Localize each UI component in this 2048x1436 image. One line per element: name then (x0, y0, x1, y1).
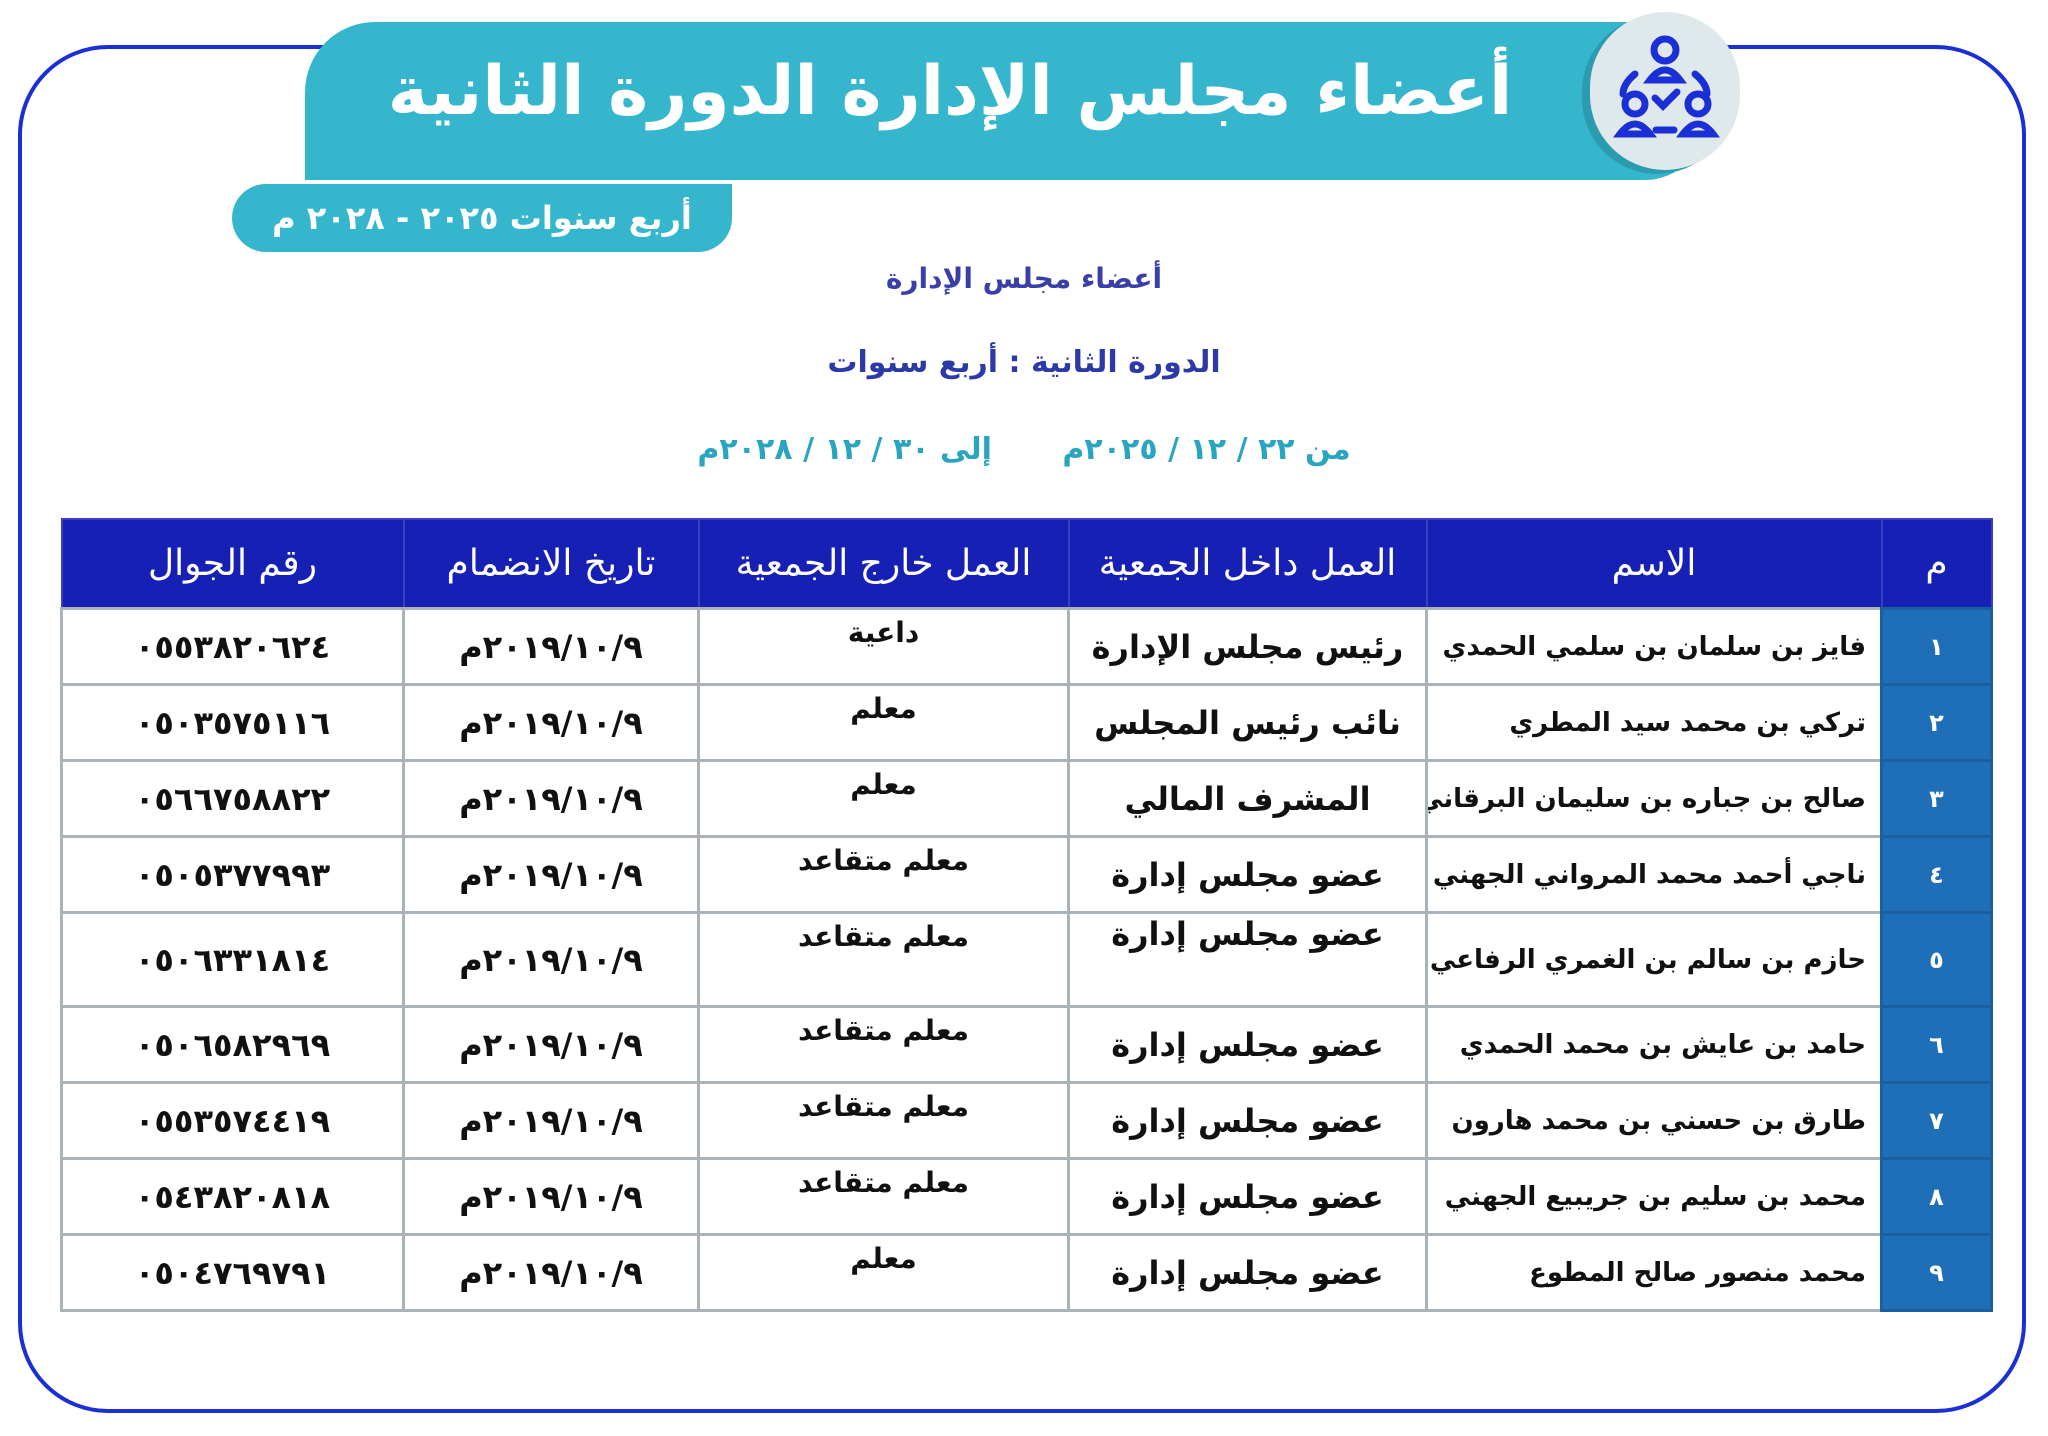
cell-job-outside: معلم متقاعد (697, 1005, 1070, 1084)
cell-mobile: ٠٥٥٣٥٧٤٤١٩ (60, 1081, 405, 1160)
cell-join-date: ٢٠١٩/١٠/٩م (402, 1005, 700, 1084)
cell-job-outside: معلم متقاعد (697, 911, 1070, 1008)
cell-role-inside: عضو مجلس إدارة (1067, 1233, 1428, 1312)
cell-index: ١ (1880, 607, 1993, 686)
page-title: أعضاء مجلس الإدارة الدورة الثانية (387, 52, 1513, 131)
cell-role-inside: عضو مجلس إدارة (1067, 1157, 1428, 1236)
cell-name: حامد بن عايش بن محمد الحمدي (1425, 1005, 1883, 1084)
cell-index: ٦ (1880, 1005, 1993, 1084)
cell-index: ٢ (1880, 683, 1993, 762)
cell-mobile: ٠٥٦٦٧٥٨٨٢٢ (60, 759, 405, 838)
cell-role-inside: عضو مجلس إدارة (1067, 1005, 1428, 1084)
header-col-join-date: تاريخ الانضمام (402, 518, 700, 610)
header-col-name: الاسم (1425, 518, 1883, 610)
cell-job-outside: معلم متقاعد (697, 835, 1070, 914)
cell-join-date: ٢٠١٩/١٠/٩م (402, 911, 700, 1008)
cell-mobile: ٠٥٠٥٣٧٧٩٩٣ (60, 835, 405, 914)
cell-join-date: ٢٠١٩/١٠/٩م (402, 759, 700, 838)
header-col-role-inside: العمل داخل الجمعية (1067, 518, 1428, 610)
header-col-mobile: رقم الجوال (60, 518, 405, 610)
table-row: ٤ ناجي أحمد محمد المرواني الجهني عضو مجلس … (60, 835, 1993, 914)
cell-name: فايز بن سلمان بن سلمي الحمدي (1425, 607, 1883, 686)
cell-join-date: ٢٠١٩/١٠/٩م (402, 1081, 700, 1160)
cell-name: صالح بن جباره بن سليمان البرقاني (1425, 759, 1883, 838)
cell-role-inside: عضو مجلس إدارة (1067, 835, 1428, 914)
cell-index: ٥ (1880, 911, 1993, 1008)
cell-name: ناجي أحمد محمد المرواني الجهني (1425, 835, 1883, 914)
cell-job-outside: معلم متقاعد (697, 1081, 1070, 1160)
cell-mobile: ٠٥٠٤٧٦٩٧٩١ (60, 1233, 405, 1312)
cell-role-inside: رئيس مجلس الإدارة (1067, 607, 1428, 686)
cell-role-inside: عضو مجلس إدارة (1067, 1081, 1428, 1160)
table-row: ٣ صالح بن جباره بن سليمان البرقاني المشرف … (60, 759, 1993, 838)
cell-job-outside: معلم (697, 1233, 1070, 1312)
cell-join-date: ٢٠١٩/١٠/٩م (402, 1157, 700, 1236)
heading-dates: من ٢٢ / ١٢ / ٢٠٢٥م إلى ٣٠ / ١٢ / ٢٠٢٨م (0, 432, 2048, 467)
members-table: م الاسم العمل داخل الجمعية العمل خارج الجمع… (60, 518, 1993, 1312)
header-col-job-outside: العمل خارج الجمعية (697, 518, 1070, 610)
cell-index: ٨ (1880, 1157, 1993, 1236)
title-banner (305, 22, 1705, 180)
cell-join-date: ٢٠١٩/١٠/٩م (402, 683, 700, 762)
cell-job-outside: داعية (697, 607, 1070, 686)
cell-job-outside: معلم (697, 683, 1070, 762)
cell-mobile: ٠٥٠٣٥٧٥١١٦ (60, 683, 405, 762)
cell-mobile: ٠٥٠٦٣٣١٨١٤ (60, 911, 405, 1008)
cell-join-date: ٢٠١٩/١٠/٩م (402, 607, 700, 686)
table-row: ٦ حامد بن عايش بن محمد الحمدي عضو مجلس إدا… (60, 1005, 1993, 1084)
cell-mobile: ٠٥٠٦٥٨٢٩٦٩ (60, 1005, 405, 1084)
table-row: ٧ طارق بن حسني بن محمد هارون عضو مجلس إدار… (60, 1081, 1993, 1160)
cell-join-date: ٢٠١٩/١٠/٩م (402, 835, 700, 914)
table-header-row: م الاسم العمل داخل الجمعية العمل خارج الجمع… (60, 518, 1993, 610)
heading-term: الدورة الثانية : أربع سنوات (827, 345, 1221, 380)
cell-role-inside: عضو مجلس إدارة (1067, 911, 1428, 1008)
cell-name: محمد منصور صالح المطوع (1425, 1233, 1883, 1312)
cell-role-inside: نائب رئيس المجلس (1067, 683, 1428, 762)
period-subtitle: أربع سنوات ٢٠٢٥ - ٢٠٢٨ م (232, 184, 732, 252)
cell-name: حازم بن سالم بن الغمري الرفاعي (1425, 911, 1883, 1008)
cell-name: طارق بن حسني بن محمد هارون (1425, 1081, 1883, 1160)
header-col-index: م (1880, 518, 1993, 610)
cell-mobile: ٠٥٥٣٨٢٠٦٢٤ (60, 607, 405, 686)
cell-role-inside: المشرف المالي (1067, 759, 1428, 838)
cell-index: ٩ (1880, 1233, 1993, 1312)
cell-mobile: ٠٥٤٣٨٢٠٨١٨ (60, 1157, 405, 1236)
date-from: من ٢٢ / ١٢ / ٢٠٢٥م (1062, 432, 1351, 467)
table-row: ٢ تركي بن محمد سيد المطري نائب رئيس المجلس… (60, 683, 1993, 762)
cell-index: ٤ (1880, 835, 1993, 914)
table-row: ٩ محمد منصور صالح المطوع عضو مجلس إدارة معل… (60, 1233, 1993, 1312)
cell-index: ٣ (1880, 759, 1993, 838)
date-to: إلى ٣٠ / ١٢ / ٢٠٢٨م (697, 432, 992, 467)
cell-job-outside: معلم (697, 759, 1070, 838)
cell-index: ٧ (1880, 1081, 1993, 1160)
cell-name: محمد بن سليم بن جريبيع الجهني (1425, 1157, 1883, 1236)
table-row: ٨ محمد بن سليم بن جريبيع الجهني عضو مجلس إ… (60, 1157, 1993, 1236)
table-row: ١ فايز بن سلمان بن سلمي الحمدي رئيس مجلس ا… (60, 607, 1993, 686)
cell-join-date: ٢٠١٩/١٠/٩م (402, 1233, 700, 1312)
cell-job-outside: معلم متقاعد (697, 1157, 1070, 1236)
table-row: ٥ حازم بن سالم بن الغمري الرفاعي عضو مجلس … (60, 911, 1993, 1008)
cell-name: تركي بن محمد سيد المطري (1425, 683, 1883, 762)
heading-board-members: أعضاء مجلس الإدارة (885, 262, 1163, 295)
team-check-icon (1590, 12, 1740, 170)
